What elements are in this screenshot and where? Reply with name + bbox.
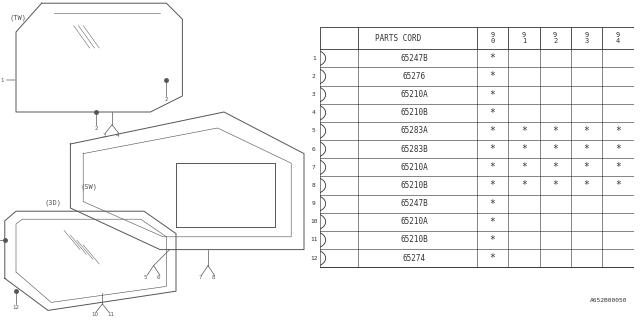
Text: 2: 2 — [95, 125, 98, 131]
Text: 9: 9 — [312, 201, 316, 206]
Text: 7: 7 — [312, 165, 316, 170]
Text: 4: 4 — [115, 133, 118, 138]
Text: (TW): (TW) — [10, 14, 27, 21]
Text: *: * — [490, 235, 495, 245]
Text: *: * — [490, 53, 495, 63]
Text: *: * — [490, 144, 495, 154]
Text: *: * — [584, 162, 589, 172]
Text: *: * — [552, 162, 558, 172]
Text: *: * — [521, 180, 527, 190]
Text: 2: 2 — [165, 97, 168, 102]
Text: A652B00050: A652B00050 — [590, 298, 627, 303]
Text: 8: 8 — [211, 275, 214, 280]
Text: (3D): (3D) — [45, 200, 62, 206]
Text: *: * — [490, 180, 495, 190]
Text: *: * — [615, 180, 621, 190]
Text: 8: 8 — [312, 183, 316, 188]
Text: 10: 10 — [92, 312, 98, 317]
Text: 65210A: 65210A — [400, 90, 428, 99]
Text: 11: 11 — [310, 237, 317, 243]
Text: 9
3: 9 3 — [584, 32, 589, 44]
Text: *: * — [584, 144, 589, 154]
Text: *: * — [490, 126, 495, 136]
Text: 6: 6 — [312, 147, 316, 152]
Text: *: * — [490, 162, 495, 172]
Text: 9
1: 9 1 — [522, 32, 526, 44]
Text: 9
0: 9 0 — [490, 32, 495, 44]
Text: *: * — [490, 217, 495, 227]
Text: *: * — [490, 108, 495, 118]
Text: 5: 5 — [312, 128, 316, 133]
Text: (SW): (SW) — [80, 184, 97, 190]
Text: 65247B: 65247B — [400, 199, 428, 208]
Text: 6: 6 — [157, 275, 160, 280]
Text: *: * — [615, 144, 621, 154]
Text: 65210B: 65210B — [400, 181, 428, 190]
Text: *: * — [490, 90, 495, 100]
Text: 5: 5 — [144, 275, 147, 280]
Text: 65210A: 65210A — [400, 163, 428, 172]
Text: 65247B: 65247B — [400, 54, 428, 63]
Text: *: * — [584, 126, 589, 136]
Text: 65276: 65276 — [403, 72, 426, 81]
Text: *: * — [615, 162, 621, 172]
Text: 65210B: 65210B — [400, 108, 428, 117]
Text: 1: 1 — [312, 56, 316, 61]
Text: 65274: 65274 — [403, 254, 426, 263]
Text: PARTS CORD: PARTS CORD — [375, 34, 422, 43]
Text: *: * — [490, 71, 495, 82]
Text: 3: 3 — [102, 133, 106, 138]
Text: *: * — [490, 253, 495, 263]
Text: *: * — [552, 126, 558, 136]
Text: *: * — [521, 162, 527, 172]
Text: 12: 12 — [310, 256, 317, 261]
Text: 9
4: 9 4 — [616, 32, 620, 44]
Text: 65210B: 65210B — [400, 236, 428, 244]
Text: *: * — [552, 180, 558, 190]
Text: 1: 1 — [0, 77, 3, 83]
Text: *: * — [521, 144, 527, 154]
Text: 12: 12 — [13, 305, 20, 310]
Text: *: * — [552, 144, 558, 154]
Text: 2: 2 — [312, 74, 316, 79]
Text: 9
2: 9 2 — [553, 32, 557, 44]
Text: *: * — [615, 126, 621, 136]
Text: *: * — [521, 126, 527, 136]
Text: 65283B: 65283B — [400, 145, 428, 154]
Text: 11: 11 — [108, 312, 114, 317]
Text: 65283A: 65283A — [400, 126, 428, 135]
Text: 7: 7 — [198, 275, 202, 280]
Text: 65210A: 65210A — [400, 217, 428, 226]
Text: 10: 10 — [310, 219, 317, 224]
Text: 4: 4 — [312, 110, 316, 115]
Text: *: * — [584, 180, 589, 190]
Text: *: * — [490, 199, 495, 209]
Text: 3: 3 — [312, 92, 316, 97]
